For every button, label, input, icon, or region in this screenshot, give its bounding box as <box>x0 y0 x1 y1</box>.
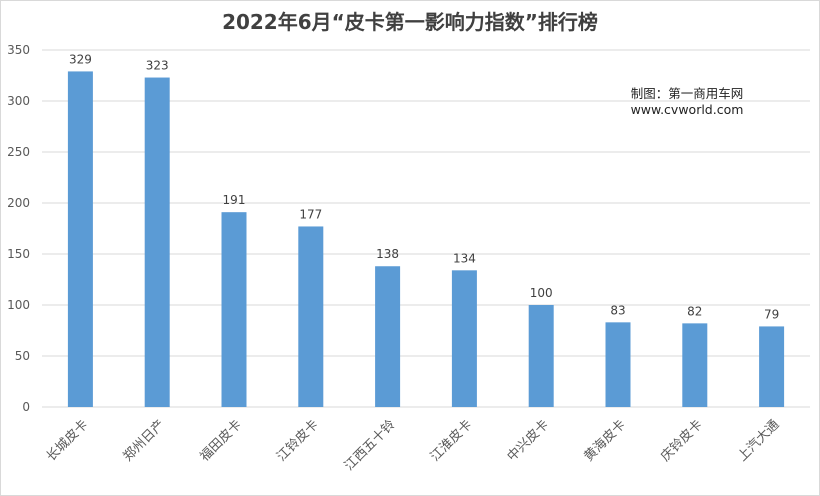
y-tick-label: 350 <box>7 43 30 57</box>
data-label: 79 <box>764 307 779 321</box>
data-label: 191 <box>223 193 246 207</box>
x-tick-label: 黄海皮卡 <box>581 417 628 464</box>
x-tick-label: 福田皮卡 <box>197 417 244 464</box>
data-label: 134 <box>453 251 476 265</box>
data-label: 138 <box>376 247 399 261</box>
data-label: 329 <box>69 52 92 66</box>
bar <box>375 266 401 407</box>
data-label: 177 <box>299 207 322 221</box>
x-tick-label: 中兴皮卡 <box>505 417 552 464</box>
bar <box>144 77 170 407</box>
x-tick-label: 郑州日产 <box>121 417 168 464</box>
credit-url: www.cvworld.com <box>630 102 744 117</box>
x-tick-label: 江淮皮卡 <box>428 417 475 464</box>
y-tick-label: 100 <box>7 298 30 312</box>
bar <box>759 326 785 407</box>
y-tick-label: 0 <box>22 400 30 414</box>
y-tick-label: 150 <box>7 247 30 261</box>
x-tick-label: 长城皮卡 <box>44 417 91 464</box>
bar <box>451 270 477 407</box>
data-label: 82 <box>687 304 702 318</box>
y-tick-label: 300 <box>7 94 30 108</box>
bar <box>67 71 93 408</box>
y-tick-label: 200 <box>7 196 30 210</box>
data-label: 83 <box>610 303 625 317</box>
bar <box>298 226 324 407</box>
data-label: 100 <box>530 286 553 300</box>
x-tick-label: 江西五十铃 <box>342 417 399 474</box>
bar <box>682 323 708 407</box>
bar <box>528 305 554 407</box>
chart-title: 2022年6月“皮卡第一影响力指数”排行榜 <box>222 10 598 34</box>
y-tick-label: 250 <box>7 145 30 159</box>
x-tick-label: 庆铃皮卡 <box>658 417 705 464</box>
data-label: 323 <box>146 59 169 73</box>
bar <box>221 212 247 407</box>
x-tick-label: 江铃皮卡 <box>274 417 321 464</box>
bar <box>605 322 631 407</box>
x-tick-label: 上汽大通 <box>735 417 782 464</box>
y-tick-label: 50 <box>15 349 30 363</box>
credit-line: 制图：第一商用车网 <box>630 86 744 101</box>
